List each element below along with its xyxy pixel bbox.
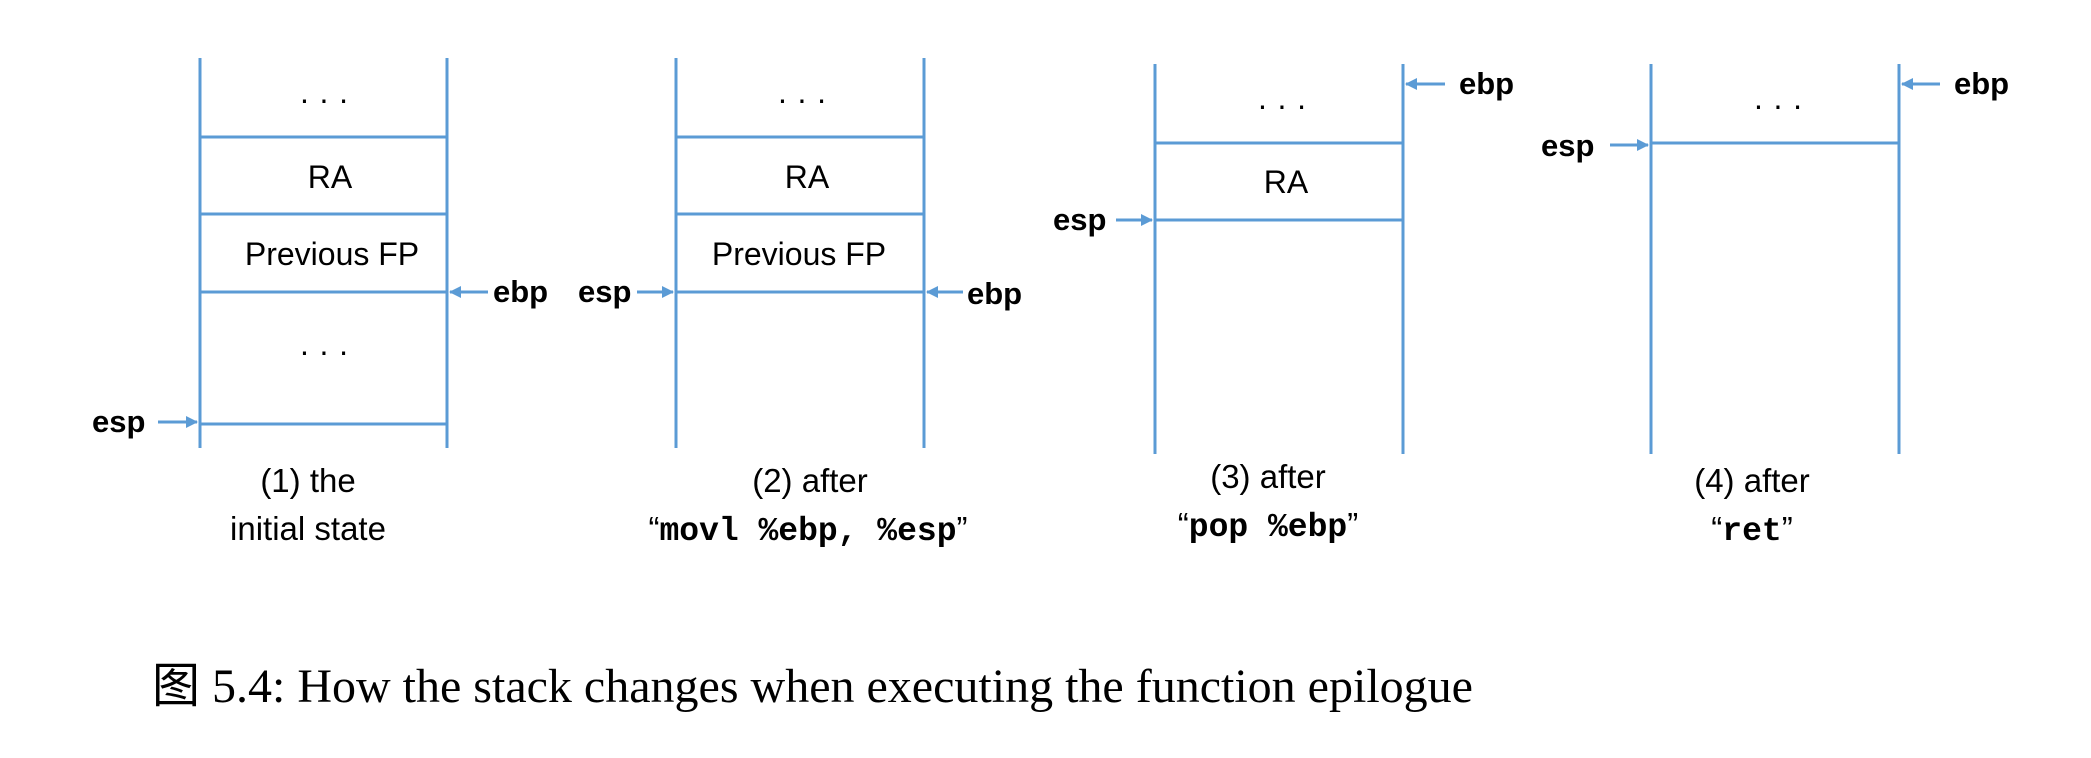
ebp-label: ebp <box>493 274 548 309</box>
esp-label: esp <box>578 274 631 309</box>
slot-return-address: RA <box>308 159 353 195</box>
ebp-label: ebp <box>1459 66 1514 101</box>
stage-caption-command: “ret” <box>1711 510 1792 550</box>
slot-ellipsis-bottom: · · · <box>299 333 349 369</box>
esp-label: esp <box>92 404 145 439</box>
slot-return-address: RA <box>1264 164 1309 200</box>
slot-ellipsis-top: · · · <box>1753 87 1803 123</box>
slot-previous-fp: Previous FP <box>712 236 886 272</box>
slot-ellipsis-top: · · · <box>777 81 827 117</box>
slot-ellipsis-top: · · · <box>299 81 349 117</box>
figure-caption: 图 5.4: How the stack changes when execut… <box>152 660 1473 713</box>
slot-return-address: RA <box>785 159 830 195</box>
stage-caption-line1: (1) the <box>260 462 355 499</box>
ebp-label: ebp <box>967 276 1022 311</box>
stage-caption-command: “movl %ebp, %esp” <box>648 510 967 550</box>
esp-label: esp <box>1053 202 1106 237</box>
slot-previous-fp: Previous FP <box>245 236 419 272</box>
stage-caption-line2: initial state <box>230 510 386 547</box>
esp-label: esp <box>1541 128 1594 163</box>
stage-caption-line1: (2) after <box>752 462 868 499</box>
ebp-label: ebp <box>1954 66 2009 101</box>
slot-ellipsis-top: · · · <box>1257 87 1307 123</box>
stage-2: · · · RA Previous FP esp ebp (2) after “… <box>578 58 1022 550</box>
stage-3: · · · RA ebp esp (3) after “pop %ebp” <box>1053 64 1514 546</box>
stage-caption-command: “pop %ebp” <box>1178 506 1358 546</box>
stage-caption-line1: (3) after <box>1210 458 1326 495</box>
stage-caption-line1: (4) after <box>1694 462 1810 499</box>
stage-1: · · · RA Previous FP · · · ebp esp (1) t… <box>92 58 548 547</box>
stage-4: · · · ebp esp (4) after “ret” <box>1541 64 2009 550</box>
